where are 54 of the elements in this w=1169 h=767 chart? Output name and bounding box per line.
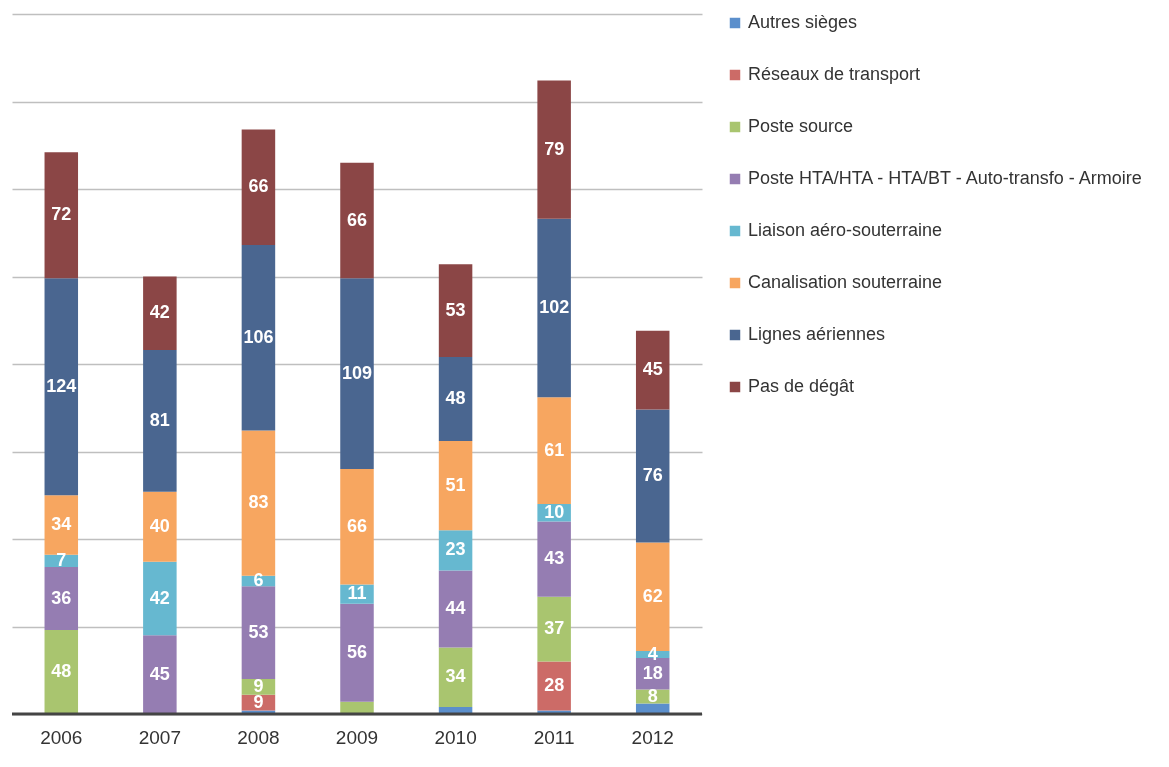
data-label: 42 (149, 302, 170, 323)
data-label: 109 (341, 362, 373, 383)
legend-label: Autres sièges (748, 12, 858, 32)
data-label: 124 (46, 375, 77, 396)
data-label: 42 (149, 587, 170, 608)
data-label: 48 (51, 661, 72, 681)
x-tick-label: 2010 (434, 726, 477, 748)
data-label: 40 (149, 515, 170, 536)
legend-label: Canalisation souterraine (748, 272, 943, 292)
data-label: 43 (544, 548, 565, 569)
x-tick-label: 2009 (335, 726, 379, 748)
data-label: 76 (642, 465, 663, 485)
data-label: 66 (346, 515, 368, 536)
data-label: 45 (149, 663, 170, 684)
data-label: 18 (642, 662, 663, 683)
data-label: 53 (248, 621, 269, 642)
data-label: 72 (51, 204, 72, 225)
data-label: 66 (248, 176, 269, 197)
legend-label: Liaison aéro-souterraine (748, 220, 943, 240)
data-label: 102 (539, 297, 570, 317)
legend-label: Pas de dégât (748, 376, 855, 396)
data-label: 8 (647, 685, 658, 706)
data-label: 48 (445, 388, 466, 408)
legend-label: Lignes aériennes (748, 324, 886, 344)
data-label: 28 (544, 675, 565, 695)
x-tick-label: 2011 (533, 726, 575, 748)
data-label: 7 (56, 549, 67, 570)
data-label: 10 (544, 501, 565, 522)
data-label: 6 (253, 570, 264, 590)
data-label: 56 (346, 641, 368, 662)
legend-label: Poste source (748, 116, 854, 136)
data-label: 106 (243, 326, 274, 347)
x-tick-label: 2007 (138, 726, 181, 748)
x-tick-label: 2006 (40, 726, 83, 748)
data-label: 79 (544, 138, 565, 159)
data-label: 34 (51, 514, 72, 534)
data-label: 83 (248, 492, 269, 513)
legend-label: Poste HTA/HTA - HTA/BT - Auto-transfo - Armoire (748, 168, 1142, 188)
data-label: 62 (642, 585, 663, 606)
data-label: 37 (544, 618, 565, 639)
data-label: 53 (445, 299, 466, 320)
data-label: 81 (149, 409, 170, 430)
data-label: 34 (445, 666, 466, 687)
data-label: 36 (51, 587, 72, 608)
legend-label: Réseaux de transport (748, 64, 921, 84)
data-label: 51 (445, 474, 466, 495)
data-label: 23 (445, 539, 466, 560)
data-label: 11 (347, 583, 367, 604)
data-label: 61 (544, 439, 565, 460)
x-tick-label: 2012 (631, 726, 674, 748)
data-label: 44 (445, 598, 466, 618)
x-tick-label: 2008 (237, 726, 280, 748)
data-label: 45 (642, 359, 663, 380)
data-label: 66 (346, 209, 368, 230)
